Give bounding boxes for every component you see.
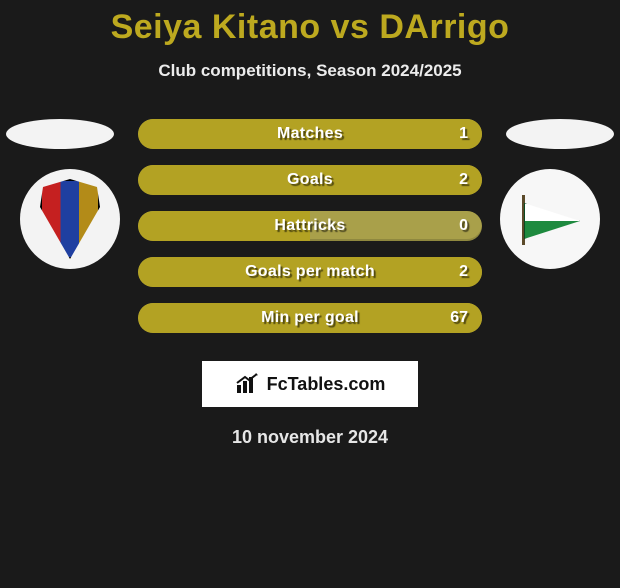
- subtitle: Club competitions, Season 2024/2025: [0, 61, 620, 81]
- stat-bar: Matches1: [138, 119, 482, 149]
- stat-bar-label: Hattricks: [138, 211, 482, 241]
- club-badge-right: [500, 169, 600, 269]
- stat-bar-value: 2: [459, 257, 468, 287]
- stat-bar-label: Goals per match: [138, 257, 482, 287]
- page-title: Seiya Kitano vs DArrigo: [0, 8, 620, 47]
- stat-bars: Matches1Goals2Hattricks0Goals per match2…: [138, 119, 482, 349]
- club-badge-left: [20, 169, 120, 269]
- chart-icon: [235, 373, 261, 395]
- stat-bar-value: 67: [450, 303, 468, 333]
- stat-bar: Hattricks0: [138, 211, 482, 241]
- stat-bar-value: 2: [459, 165, 468, 195]
- stat-bar-label: Min per goal: [138, 303, 482, 333]
- comparison-panel: Matches1Goals2Hattricks0Goals per match2…: [0, 119, 620, 349]
- player-avatar-right: [506, 119, 614, 149]
- lechia-pennant-icon: [510, 193, 590, 245]
- brand-box: FcTables.com: [202, 361, 418, 407]
- date-label: 10 november 2024: [0, 427, 620, 448]
- stat-bar: Goals per match2: [138, 257, 482, 287]
- stat-bar-label: Matches: [138, 119, 482, 149]
- stat-bar: Goals2: [138, 165, 482, 195]
- player-avatar-left: [6, 119, 114, 149]
- stat-bar: Min per goal67: [138, 303, 482, 333]
- brand-text: FcTables.com: [267, 374, 386, 395]
- stat-bar-label: Goals: [138, 165, 482, 195]
- stat-bar-value: 1: [459, 119, 468, 149]
- stat-bar-value: 0: [459, 211, 468, 241]
- pogon-shield-icon: [40, 179, 100, 259]
